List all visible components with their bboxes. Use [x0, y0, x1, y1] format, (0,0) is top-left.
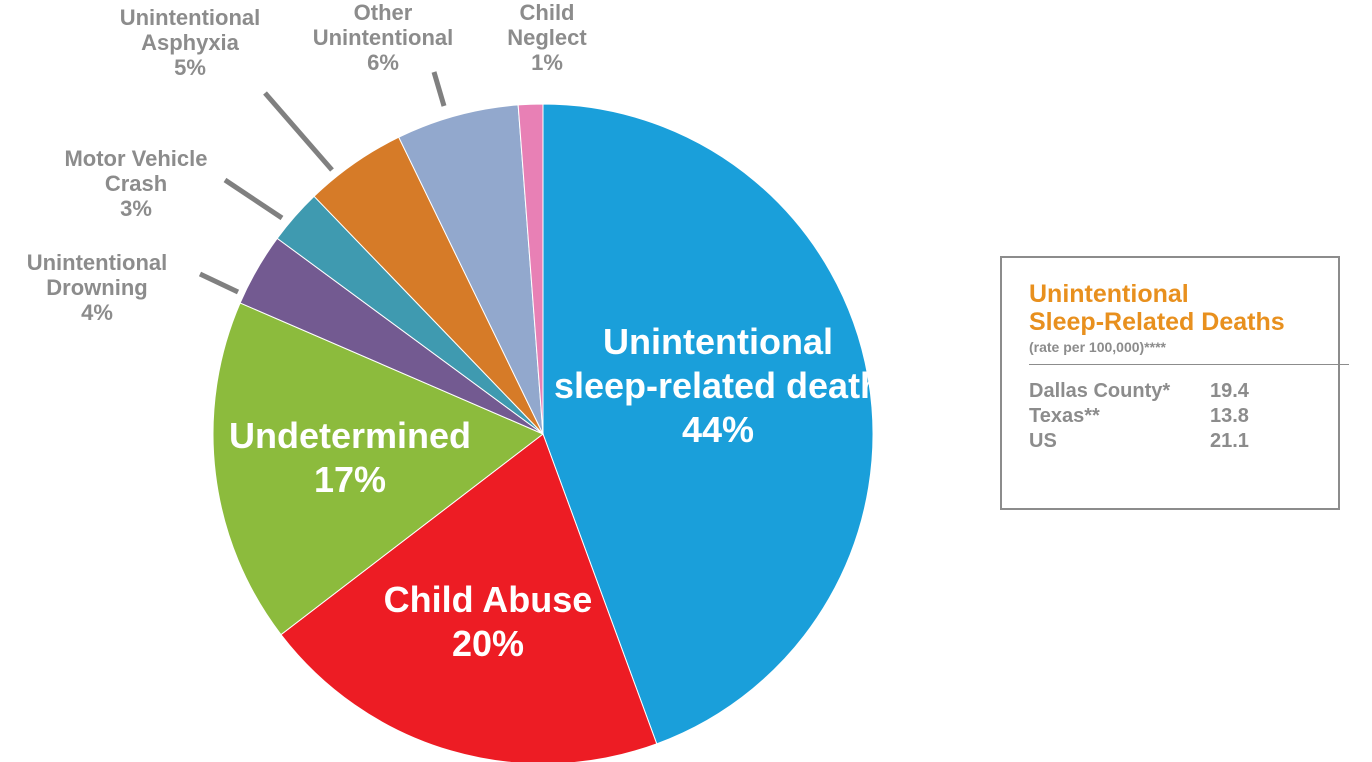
rate-label: Texas**: [1029, 405, 1100, 427]
slice-percent-label: 3%: [120, 196, 152, 221]
slice-name-label: Unintentional: [313, 25, 454, 50]
rate-label: US: [1029, 430, 1057, 452]
leader-line: [263, 91, 334, 172]
slice-percent-label: 4%: [81, 300, 113, 325]
rate-row-us: US 21.1: [1029, 429, 1338, 454]
pie-slice-other-unintentional: [398, 104, 544, 435]
slice-name-label: Asphyxia: [141, 30, 240, 55]
rate-row-dallas: Dallas County* 19.4: [1029, 379, 1338, 404]
slice-name-label: Crash: [105, 171, 167, 196]
pie-slice-undetermined: [212, 302, 544, 636]
slice-percent-label: 44%: [682, 409, 754, 450]
rate-row-texas: Texas** 13.8: [1029, 404, 1338, 429]
slice-percent-label: 20%: [452, 623, 524, 664]
slice-name-label: sleep-related death: [554, 365, 882, 406]
pie-slice-unintentional-sleep-related-death: [542, 103, 874, 745]
slice-percent-label: 6%: [367, 50, 399, 75]
pie-slice-child-neglect: [517, 103, 544, 435]
slice-percent-label: 17%: [314, 459, 386, 500]
leader-line: [198, 271, 240, 295]
leader-line: [431, 71, 447, 107]
rate-value: 19.4: [1210, 380, 1249, 402]
slice-percent-label: 5%: [174, 55, 206, 80]
slice-name-label: Unintentional: [603, 321, 833, 362]
slice-name-label: Neglect: [507, 25, 587, 50]
slice-name-label: Child: [520, 0, 575, 25]
slice-name-label: Drowning: [46, 275, 147, 300]
rate-label: Dallas County*: [1029, 380, 1171, 402]
slice-name-label: Other: [354, 0, 413, 25]
pie-slice-child-abuse: [280, 433, 658, 762]
rate-value: 13.8: [1210, 405, 1249, 427]
rate-box-divider: [1029, 364, 1349, 365]
slice-name-label: Unintentional: [120, 5, 261, 30]
rate-box-title-line2: Sleep-Related Deaths: [1029, 308, 1285, 336]
sleep-death-rate-box: Unintentional Sleep-Related Deaths (rate…: [1000, 256, 1349, 510]
rate-value: 21.1: [1210, 430, 1249, 452]
slice-name-label: Undetermined: [229, 415, 471, 456]
slice-name-label: Child Abuse: [384, 579, 593, 620]
slice-name-label: Motor Vehicle: [64, 146, 207, 171]
rate-box-subtitle: (rate per 100,000)****: [1029, 339, 1166, 355]
rate-box-title-line1: Unintentional: [1029, 280, 1189, 308]
leader-line: [223, 177, 284, 221]
slice-percent-label: 1%: [531, 50, 563, 75]
slice-name-label: Unintentional: [27, 250, 168, 275]
